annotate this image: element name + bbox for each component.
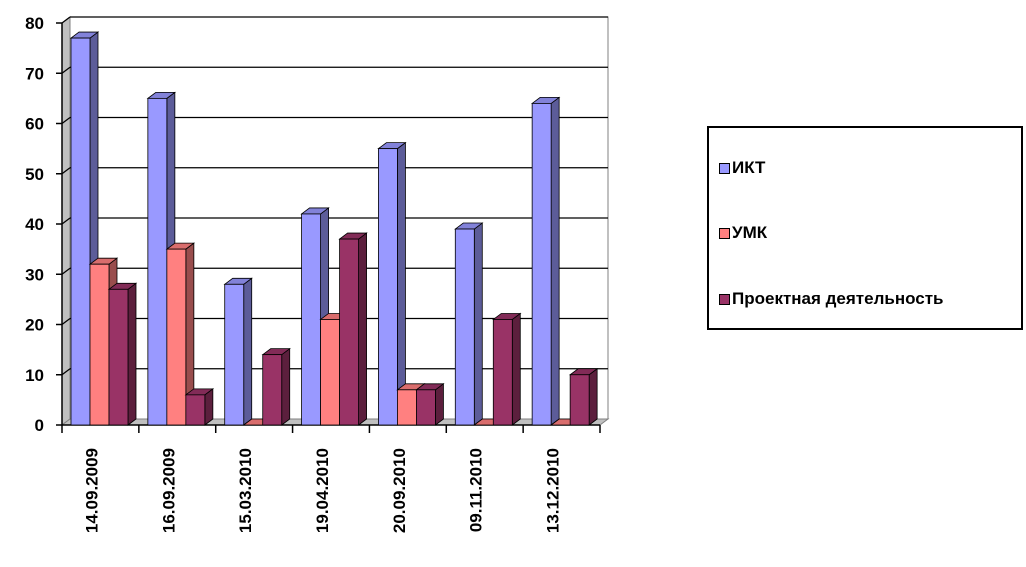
bar-front [416,389,436,426]
x-category-label: 13.12.2010 [544,448,563,533]
y-tick-labels: 0 10 20 30 40 50 60 70 80 [25,14,44,435]
x-category-label: 20.09.2010 [390,448,409,533]
bar-side [397,141,406,426]
bar-front [531,103,552,426]
bar-front [301,213,321,426]
gridline-depth [61,317,71,326]
bar-side [435,383,444,426]
bar-front [262,354,283,426]
bars [69,31,599,426]
bar [530,96,561,426]
bar-front [70,37,91,426]
bar [492,312,522,426]
bar-side [127,282,137,426]
x-category-label: 14.09.2009 [82,448,101,533]
bar-front [492,319,513,426]
legend-swatch-ikt [719,162,730,174]
bar [454,222,484,426]
bar-front [397,389,417,426]
bar [338,232,368,426]
y-axis [56,22,63,426]
bar [184,388,215,426]
bar-side [358,232,367,426]
gridline-depth [61,116,71,125]
legend-item-ikt: ИКТ [719,158,765,178]
y-tick-label: 40 [25,215,44,234]
legend-swatch-umk [719,227,730,239]
legend-item-umk: УМК [719,223,767,243]
y-tick-label: 70 [25,64,44,83]
x-tick-labels: 14.09.2009 16.09.2009 15.03.2010 19.04.2010… [82,448,562,533]
gridline-depth [61,167,71,175]
bar-side [511,312,521,426]
x-category-label: 19.04.2010 [313,448,332,533]
bar-side [550,96,560,426]
bar [568,367,599,426]
y-tick-label: 20 [25,316,44,335]
gridline-depth [61,16,71,24]
bar-front [569,374,590,426]
gridline-depth [61,368,71,376]
gridline-depth [61,217,71,225]
bar-chart: 0 10 20 30 40 50 60 70 80 14.09.2009 16.09.2009 15… [25,14,610,533]
bar [165,242,196,426]
y-tick-label: 60 [25,115,44,134]
bar-front [185,394,206,426]
x-category-label: 15.03.2010 [236,448,255,533]
legend-label-umk: УМК [732,223,768,242]
legend: ИКТ УМК Проектная деятельность [707,126,1023,330]
bar-side [588,367,598,426]
bar-front [166,248,187,426]
bar-front [89,263,110,426]
x-category-label: 16.09.2009 [159,448,178,533]
bar-front [224,283,245,426]
bar-front [320,319,340,426]
bar-front [108,288,129,426]
bar [415,383,445,426]
legend-swatch-project [719,293,730,305]
legend-label-project: Проектная деятельность [732,289,944,308]
bar-front [378,148,398,426]
bar-front [339,238,359,426]
bar-side [281,347,291,426]
gridline-depth [61,66,71,74]
gridline-depth [61,267,71,275]
y-tick-label: 10 [25,366,44,385]
legend-item-project: Проектная деятельность [719,289,944,309]
bar [261,347,291,426]
x-category-label: 09.11.2010 [467,448,486,532]
bar [377,141,407,426]
x-axis [61,424,601,433]
y-tick-label: 0 [35,416,44,435]
y-tick-label: 80 [25,14,44,33]
legend-label-ikt: ИКТ [732,158,766,177]
bar [107,282,138,426]
y-tick-label: 50 [25,165,44,184]
bar [223,277,253,426]
y-tick-label: 30 [25,265,44,284]
bar-front [454,228,475,426]
bar-side [473,222,483,426]
bar-front [147,97,168,426]
bar-side [243,277,253,426]
